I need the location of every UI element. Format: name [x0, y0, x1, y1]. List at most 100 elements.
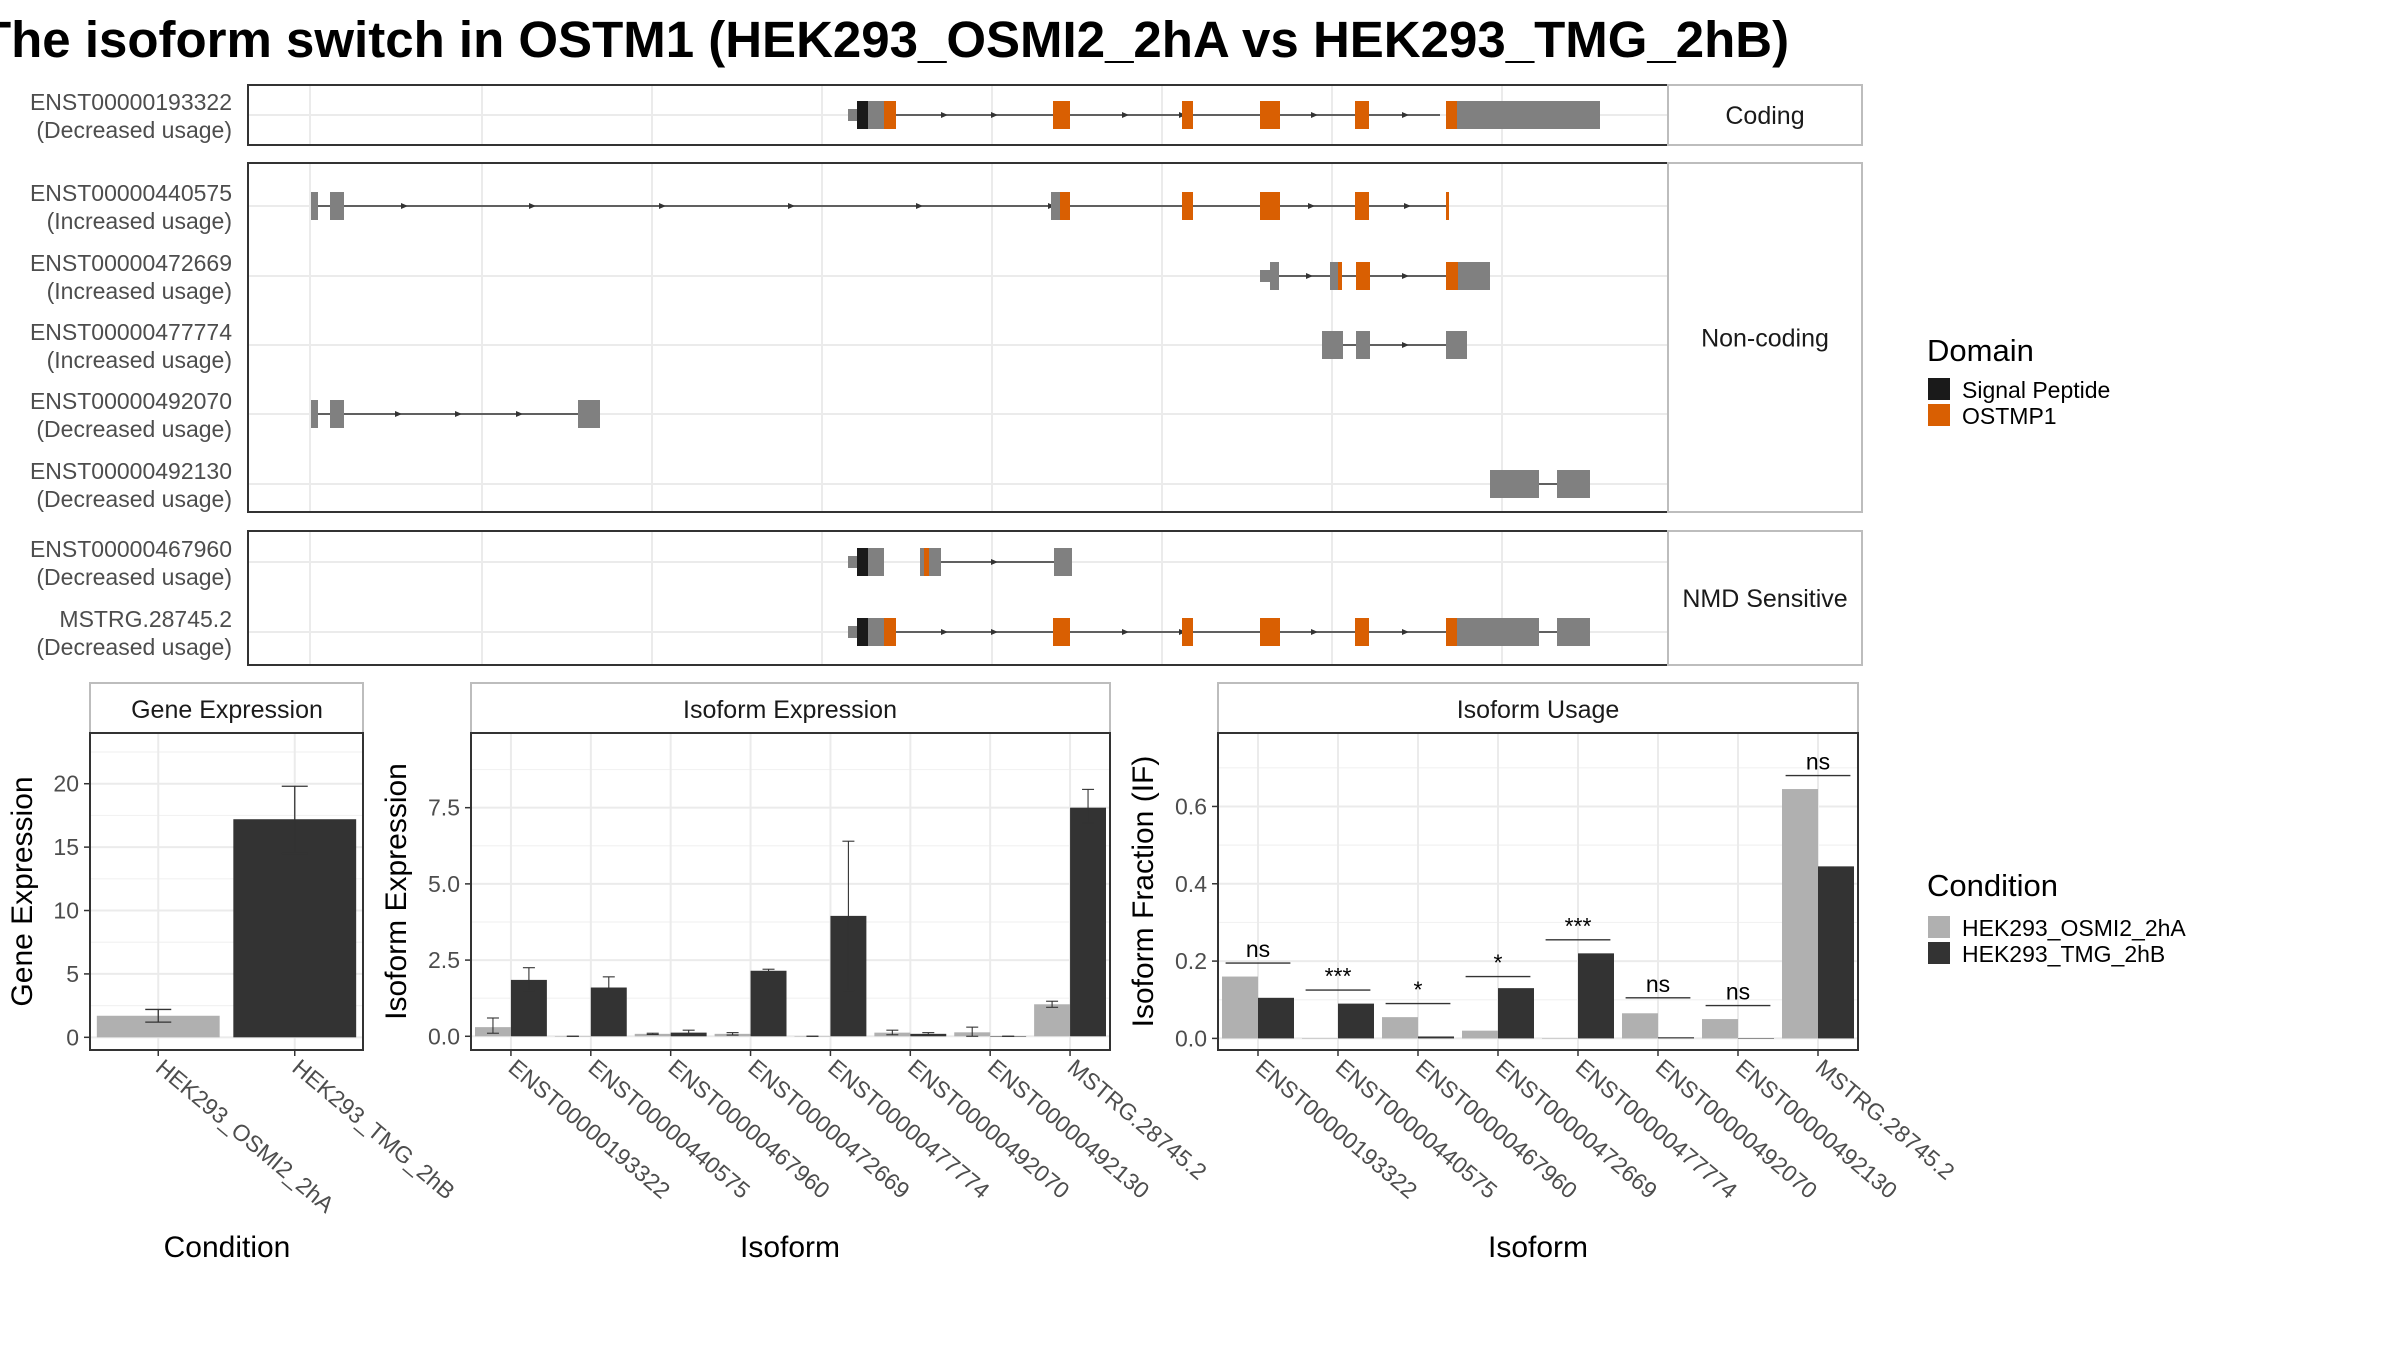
bar [634, 1033, 671, 1037]
facet-strip [1667, 84, 1863, 146]
bar [1418, 1036, 1454, 1039]
y-tick-label: 0.6 [1175, 793, 1207, 819]
exon-block [311, 192, 318, 220]
exon-block [848, 556, 857, 568]
ostmp1-domain [1446, 101, 1457, 129]
y-tick-label: 10 [53, 898, 79, 924]
exon-block [1330, 262, 1338, 290]
ostmp1-domain [1182, 101, 1193, 129]
ostmp1-domain [1446, 618, 1457, 646]
bar [1302, 1038, 1338, 1039]
ostmp1-domain [1355, 618, 1369, 646]
ostmp1-domain [1260, 101, 1280, 129]
condition-b-swatch [1928, 942, 1950, 964]
y-tick-label: 0.0 [1175, 1025, 1207, 1051]
exon-block [578, 400, 600, 428]
transcript-usage-label: (Decreased usage) [36, 486, 232, 512]
exon-block [848, 109, 857, 121]
y-tick-label: 5 [66, 961, 79, 987]
ostmp1-domain [1053, 618, 1070, 646]
bar [750, 970, 787, 1037]
exon-block [1457, 618, 1539, 646]
exon-block [1051, 192, 1060, 220]
ostmp1-domain [1446, 192, 1449, 220]
signal-peptide-swatch [1928, 378, 1950, 400]
bar [1542, 1038, 1578, 1039]
exon-block [1490, 470, 1539, 498]
y-tick-label: 0.0 [428, 1023, 460, 1049]
transcript-id-label: ENST00000477774 [30, 319, 232, 345]
expression-bar-panels: Gene Expression05101520HEK293_OSMI2_2hAH… [6, 682, 1960, 1264]
transcript-id-label: ENST00000440575 [30, 180, 232, 206]
condition-a-swatch [1928, 916, 1950, 938]
ostmp1-domain [1356, 262, 1370, 290]
transcript-id-label: MSTRG.28745.2 [59, 606, 232, 632]
direction-arrow [1402, 629, 1409, 635]
ostmp1-domain [884, 618, 896, 646]
direction-arrow [395, 411, 402, 417]
bar [96, 1015, 220, 1038]
bar [1498, 988, 1534, 1039]
direction-arrow [991, 559, 998, 565]
direction-arrow [1402, 342, 1409, 348]
y-axis-title: Isoform Expression [380, 763, 413, 1020]
facet-strip-label: Coding [1725, 102, 1804, 130]
y-tick-label: 20 [53, 771, 79, 797]
signal-peptide-domain [857, 101, 868, 129]
significance-label: ns [1246, 936, 1270, 962]
domain-legend-title: Domain [1927, 333, 2034, 368]
y-tick-label: 15 [53, 834, 79, 860]
exon-block [1446, 331, 1467, 359]
x-tick-label: MSTRG.28745.2 [1063, 1054, 1212, 1185]
direction-arrow [659, 203, 666, 209]
direction-arrow [941, 629, 948, 635]
panel-title: Gene Expression [131, 696, 323, 724]
bar [1034, 1004, 1071, 1037]
panel-border [1217, 732, 1859, 1051]
transcript-id-label: ENST00000193322 [30, 89, 232, 115]
panel-strip [470, 682, 1111, 734]
facet-strip-label: NMD Sensitive [1682, 585, 1847, 613]
direction-arrow [1122, 629, 1129, 635]
exon-block [868, 101, 884, 129]
significance-label: *** [1325, 963, 1352, 989]
domain-legend: Domain Signal Peptide OSTMP1 [1927, 333, 2110, 429]
transcript-usage-label: (Increased usage) [47, 278, 232, 304]
exon-block [920, 548, 924, 576]
exon-block [311, 400, 318, 428]
exon-block [868, 618, 884, 646]
ostmp1-swatch [1928, 404, 1950, 426]
condition-legend-item-a: HEK293_OSMI2_2hA [1962, 915, 2186, 941]
significance-label: ns [1646, 971, 1670, 997]
direction-arrow [1404, 203, 1411, 209]
direction-arrow [1306, 273, 1313, 279]
ostmp1-domain [1355, 101, 1369, 129]
exon-block [1054, 548, 1072, 576]
panel-border [470, 732, 1111, 1051]
bar [1258, 997, 1294, 1039]
exon-block [868, 548, 884, 576]
exon-block [330, 192, 344, 220]
transcript-usage-label: (Increased usage) [47, 347, 232, 373]
significance-label: ns [1806, 749, 1830, 775]
direction-arrow [401, 203, 408, 209]
transcript-id-label: ENST00000472669 [30, 250, 232, 276]
exon-block [1557, 470, 1590, 498]
direction-arrow [991, 629, 998, 635]
ostmp1-domain [1260, 192, 1280, 220]
y-tick-label: 2.5 [428, 947, 460, 973]
ostmp1-domain [1053, 101, 1070, 129]
condition-legend-title: Condition [1927, 868, 2058, 903]
bar [1658, 1037, 1694, 1039]
transcript-usage-label: (Decreased usage) [36, 416, 232, 442]
direction-arrow [1311, 629, 1318, 635]
exon-block [1260, 270, 1270, 282]
direction-arrow [916, 203, 923, 209]
direction-arrow [1308, 203, 1315, 209]
ostmp1-domain [1338, 262, 1342, 290]
ostmp1-domain [1260, 618, 1280, 646]
transcript-usage-label: (Decreased usage) [36, 117, 232, 143]
bar [1070, 807, 1107, 1037]
direction-arrow [788, 203, 795, 209]
significance-label: ns [1726, 979, 1750, 1005]
